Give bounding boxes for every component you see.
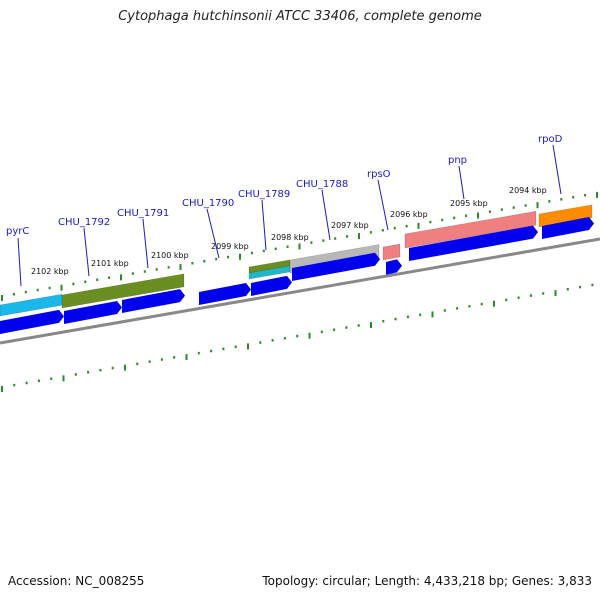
cds-arrow-chu1790 [199,282,251,305]
gene-label-rpod: rpoD [538,134,563,145]
gene-leader-chu1789 [261,199,267,251]
gene-label-chu1792: CHU_1792 [58,217,110,228]
kbp-label: 2098 kbp [271,233,309,242]
backbone-line [0,237,600,345]
gene-label-pyrc: pyrC [6,226,29,237]
kbp-label: 2095 kbp [450,199,488,208]
kbp-label: 2096 kbp [390,210,428,219]
cds-arrow-rpod [542,216,594,239]
chu1792-feature [61,273,185,309]
cds-track [0,216,594,334]
gene-label-chu1789: CHU_1789 [238,189,290,200]
outer-tick-ring [1,191,598,301]
cds-arrow-chu1792 [64,300,122,324]
rpso-feature [382,243,401,261]
kbp-labels: 2102 kbp 2101 kbp 2100 kbp 2099 kbp 2098 kbp… [31,186,547,276]
gene-callouts: pyrC CHU_1792 CHU_1791 CHU_1790 CHU_1789 CHU_… [6,134,563,287]
gene-leader-rpod [552,144,562,195]
gene-label-pnp: pnp [448,155,467,166]
kbp-label: 2102 kbp [31,267,69,276]
inner-tick-ring [1,283,594,392]
cds-arrow-chu1791 [122,289,185,313]
kbp-label: 2094 kbp [509,186,547,195]
pnp-feature [404,211,537,249]
accession-text: Accession: NC_008255 [8,574,145,588]
gene-leader-pyrc [17,237,22,287]
rpod-feature [538,204,593,228]
gene-leader-chu1791 [142,218,149,269]
cds-arrow-chu1788 [292,252,380,281]
gene-leader-chu1788 [321,189,331,241]
kbp-label: 2101 kbp [91,259,129,268]
gene-leader-rpso [377,179,389,231]
kbp-label: 2100 kbp [151,251,189,260]
kbp-label: 2099 kbp [211,242,249,251]
gene-leader-chu1792 [83,227,90,277]
cds-arrow-chu1789 [251,275,292,296]
cds-arrow-pyrc [0,309,64,334]
genome-title: Cytophaga hutchinsonii ATCC 33406, compl… [118,9,482,24]
gene-label-rpso: rpsO [367,169,391,180]
gene-leader-chu1790 [206,208,220,259]
topology-stats-text: Topology: circular; Length: 4,433,218 bp… [262,574,592,588]
cds-arrow-rpso [386,259,402,275]
gene-label-chu1790: CHU_1790 [182,198,234,209]
gene-label-chu1788: CHU_1788 [296,179,348,190]
kbp-label: 2097 kbp [331,221,369,230]
cds-arrow-pnp [409,225,538,261]
gene-label-chu1791: CHU_1791 [117,208,169,219]
feature-track [0,204,593,317]
gene-leader-pnp [458,165,465,200]
